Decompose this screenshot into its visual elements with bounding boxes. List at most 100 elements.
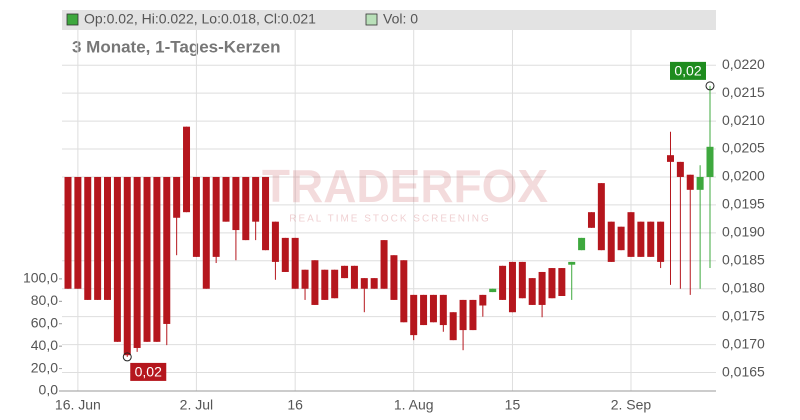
y-tick-label: 0,0200: [722, 168, 765, 184]
legend-swatch: [66, 13, 79, 26]
y-tick-label: 0,0180: [722, 279, 765, 295]
candle-body: [192, 176, 200, 257]
candle-body: [143, 176, 151, 342]
y2-tick-label: 20,0: [31, 359, 58, 375]
candle-body: [637, 221, 645, 257]
low-marker: [122, 352, 132, 362]
candle-body: [706, 146, 714, 177]
candle-body: [321, 269, 329, 300]
high-label: 0,02: [674, 63, 701, 79]
candle-body: [469, 299, 477, 331]
candle-body: [331, 269, 339, 299]
legend-swatch: [365, 13, 378, 26]
candle-body: [479, 294, 487, 306]
y-tick-label: 0,0175: [722, 307, 765, 323]
candle-body: [123, 176, 131, 356]
candle-body: [410, 294, 418, 336]
x-tick-label: 15: [505, 397, 521, 413]
y2-tick-label: 100,0: [23, 270, 58, 286]
legend-bar: [62, 10, 716, 30]
x-tick-label: 1. Aug: [394, 397, 434, 413]
y-tick-label: 0,0190: [722, 224, 765, 240]
candle-body: [291, 237, 299, 289]
candle-body: [113, 176, 121, 342]
y2-tick-label: 80,0: [31, 292, 58, 308]
subtitle: 3 Monate, 1-Tages-Kerzen: [72, 37, 280, 56]
y-tick-label: 0,0165: [722, 363, 765, 379]
candle-body: [183, 126, 191, 213]
x-tick-label: 2. Jul: [180, 397, 213, 413]
y2-tick-label: 0,0: [39, 382, 59, 398]
volume-text: Vol: 0: [383, 11, 418, 27]
candle-body: [400, 260, 408, 323]
candle-body: [459, 299, 467, 331]
candle-body: [647, 221, 655, 257]
y-tick-label: 0,0205: [722, 140, 765, 156]
candle-body: [666, 155, 674, 162]
candle-body: [252, 176, 260, 222]
candle-body: [360, 278, 368, 289]
candle-body: [153, 176, 161, 342]
candle-body: [627, 212, 635, 257]
candle-body: [597, 183, 605, 251]
candle-body: [202, 176, 210, 289]
high-marker: [705, 81, 715, 91]
candle-body: [222, 176, 230, 222]
candle-body: [508, 261, 516, 313]
candle-body: [587, 212, 595, 228]
candle-body: [449, 312, 457, 341]
y-tick-label: 0,0210: [722, 112, 765, 128]
candle-body: [350, 265, 358, 289]
y2-tick-label: 40,0: [31, 337, 58, 353]
candle-body: [617, 226, 625, 251]
x-tick-label: 2. Sep: [611, 397, 652, 413]
candle-body: [657, 221, 665, 262]
y-tick-label: 0,0185: [722, 251, 765, 267]
candle-body: [607, 221, 615, 262]
candle-body: [163, 176, 171, 324]
candle-body: [439, 294, 447, 326]
legend-text: Op:0.02, Hi:0.022, Lo:0.018, Cl:0.021: [84, 11, 316, 27]
candle-body: [104, 176, 112, 300]
candle-body: [558, 268, 566, 296]
candle-body: [341, 265, 349, 279]
x-tick-label: 16. Jun: [55, 397, 101, 413]
candle-body: [686, 174, 694, 190]
candle-body: [420, 294, 428, 326]
candle-body: [173, 176, 181, 218]
candle-body: [133, 176, 141, 348]
candle-body: [242, 176, 250, 241]
candle-body: [311, 260, 319, 305]
candle-body: [499, 265, 507, 300]
candle-body: [232, 176, 240, 231]
candle-body: [301, 269, 309, 289]
y2-tick-label: 60,0: [31, 314, 58, 330]
candle-body: [578, 237, 586, 251]
candle-body: [281, 237, 289, 272]
low-label: 0,02: [135, 364, 162, 380]
candle-body: [518, 261, 526, 299]
y-tick-label: 0,0220: [722, 56, 765, 72]
candle-body: [676, 161, 684, 177]
candle-body: [262, 176, 270, 251]
candle-body: [94, 176, 102, 300]
candle-body: [64, 176, 72, 289]
y-tick-label: 0,0170: [722, 335, 765, 351]
candle-body: [212, 176, 220, 257]
candle-body: [489, 288, 497, 293]
candle-body: [271, 221, 279, 262]
candle-body: [568, 261, 576, 265]
candle-body: [528, 278, 536, 305]
candle-body: [538, 271, 546, 305]
y-tick-label: 0,0195: [722, 196, 765, 212]
watermark-tagline: REAL TIME STOCK SCREENING: [289, 214, 491, 225]
candle-body: [429, 294, 437, 323]
candle-body: [370, 278, 378, 289]
high-label-box: [670, 61, 706, 80]
x-tick-label: 16: [287, 397, 303, 413]
candle-body: [84, 176, 92, 300]
low-label-box: [130, 362, 167, 381]
candle-body: [380, 240, 388, 289]
